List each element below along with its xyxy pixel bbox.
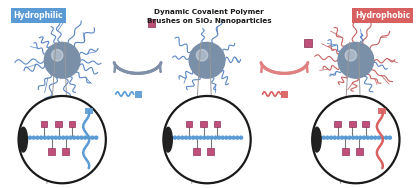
Circle shape <box>25 136 28 139</box>
FancyBboxPatch shape <box>135 91 141 98</box>
Circle shape <box>214 136 217 139</box>
FancyBboxPatch shape <box>148 19 156 27</box>
FancyBboxPatch shape <box>356 148 362 155</box>
Circle shape <box>44 42 80 78</box>
Circle shape <box>84 136 87 139</box>
Circle shape <box>333 136 336 139</box>
Circle shape <box>47 136 50 139</box>
Circle shape <box>326 136 329 139</box>
Circle shape <box>188 136 191 139</box>
FancyBboxPatch shape <box>48 148 55 155</box>
Circle shape <box>355 136 358 139</box>
FancyBboxPatch shape <box>41 121 47 127</box>
Circle shape <box>319 136 322 139</box>
Circle shape <box>345 50 357 61</box>
Circle shape <box>381 136 384 139</box>
Circle shape <box>29 136 32 139</box>
Circle shape <box>18 96 106 183</box>
Circle shape <box>322 136 325 139</box>
Circle shape <box>367 136 369 139</box>
Circle shape <box>359 136 362 139</box>
Circle shape <box>192 136 195 139</box>
Circle shape <box>232 136 235 139</box>
Text: Dynamic Covalent Polymer
Brushes on SiO₂ Nanoparticles: Dynamic Covalent Polymer Brushes on SiO₂… <box>147 9 271 24</box>
FancyBboxPatch shape <box>186 121 192 127</box>
FancyBboxPatch shape <box>214 121 220 127</box>
Circle shape <box>58 136 61 139</box>
FancyBboxPatch shape <box>85 108 93 114</box>
Circle shape <box>50 136 54 139</box>
Circle shape <box>177 136 180 139</box>
Circle shape <box>206 136 209 139</box>
FancyBboxPatch shape <box>362 121 369 127</box>
Circle shape <box>338 42 374 78</box>
FancyBboxPatch shape <box>193 148 200 155</box>
Circle shape <box>76 136 79 139</box>
Circle shape <box>88 136 90 139</box>
Circle shape <box>348 136 351 139</box>
Circle shape <box>344 136 347 139</box>
Circle shape <box>221 136 224 139</box>
Ellipse shape <box>312 127 322 153</box>
Circle shape <box>189 42 225 78</box>
Circle shape <box>225 136 228 139</box>
Circle shape <box>95 136 98 139</box>
Circle shape <box>329 136 333 139</box>
Circle shape <box>65 136 68 139</box>
Circle shape <box>199 136 202 139</box>
Circle shape <box>370 136 373 139</box>
Circle shape <box>40 136 43 139</box>
Circle shape <box>377 136 380 139</box>
FancyBboxPatch shape <box>349 121 356 127</box>
Circle shape <box>62 136 65 139</box>
Text: Hydrophobic: Hydrophobic <box>355 11 410 20</box>
Text: Hydrophilic: Hydrophilic <box>14 11 63 20</box>
FancyBboxPatch shape <box>55 121 62 127</box>
Circle shape <box>69 136 72 139</box>
Circle shape <box>163 96 251 183</box>
FancyBboxPatch shape <box>200 121 207 127</box>
Circle shape <box>36 136 39 139</box>
Circle shape <box>184 136 187 139</box>
Circle shape <box>43 136 46 139</box>
FancyBboxPatch shape <box>304 39 312 47</box>
Circle shape <box>51 50 63 61</box>
Circle shape <box>229 136 231 139</box>
Circle shape <box>374 136 377 139</box>
Circle shape <box>91 136 94 139</box>
Circle shape <box>218 136 221 139</box>
Circle shape <box>196 50 208 61</box>
Circle shape <box>210 136 213 139</box>
FancyBboxPatch shape <box>69 121 75 127</box>
FancyBboxPatch shape <box>334 121 341 127</box>
Circle shape <box>312 96 399 183</box>
Circle shape <box>54 136 57 139</box>
Circle shape <box>73 136 75 139</box>
FancyBboxPatch shape <box>342 148 349 155</box>
Ellipse shape <box>18 127 28 153</box>
Circle shape <box>388 136 392 139</box>
Circle shape <box>170 136 173 139</box>
Circle shape <box>352 136 354 139</box>
Circle shape <box>341 136 344 139</box>
Ellipse shape <box>163 127 173 153</box>
Circle shape <box>240 136 243 139</box>
Circle shape <box>173 136 176 139</box>
Circle shape <box>363 136 366 139</box>
Circle shape <box>80 136 83 139</box>
Circle shape <box>181 136 184 139</box>
Circle shape <box>236 136 239 139</box>
FancyBboxPatch shape <box>378 108 386 114</box>
Circle shape <box>385 136 388 139</box>
FancyBboxPatch shape <box>281 91 289 98</box>
Circle shape <box>203 136 206 139</box>
Circle shape <box>196 136 198 139</box>
FancyBboxPatch shape <box>207 148 214 155</box>
Circle shape <box>32 136 35 139</box>
FancyBboxPatch shape <box>63 148 69 155</box>
Circle shape <box>337 136 340 139</box>
